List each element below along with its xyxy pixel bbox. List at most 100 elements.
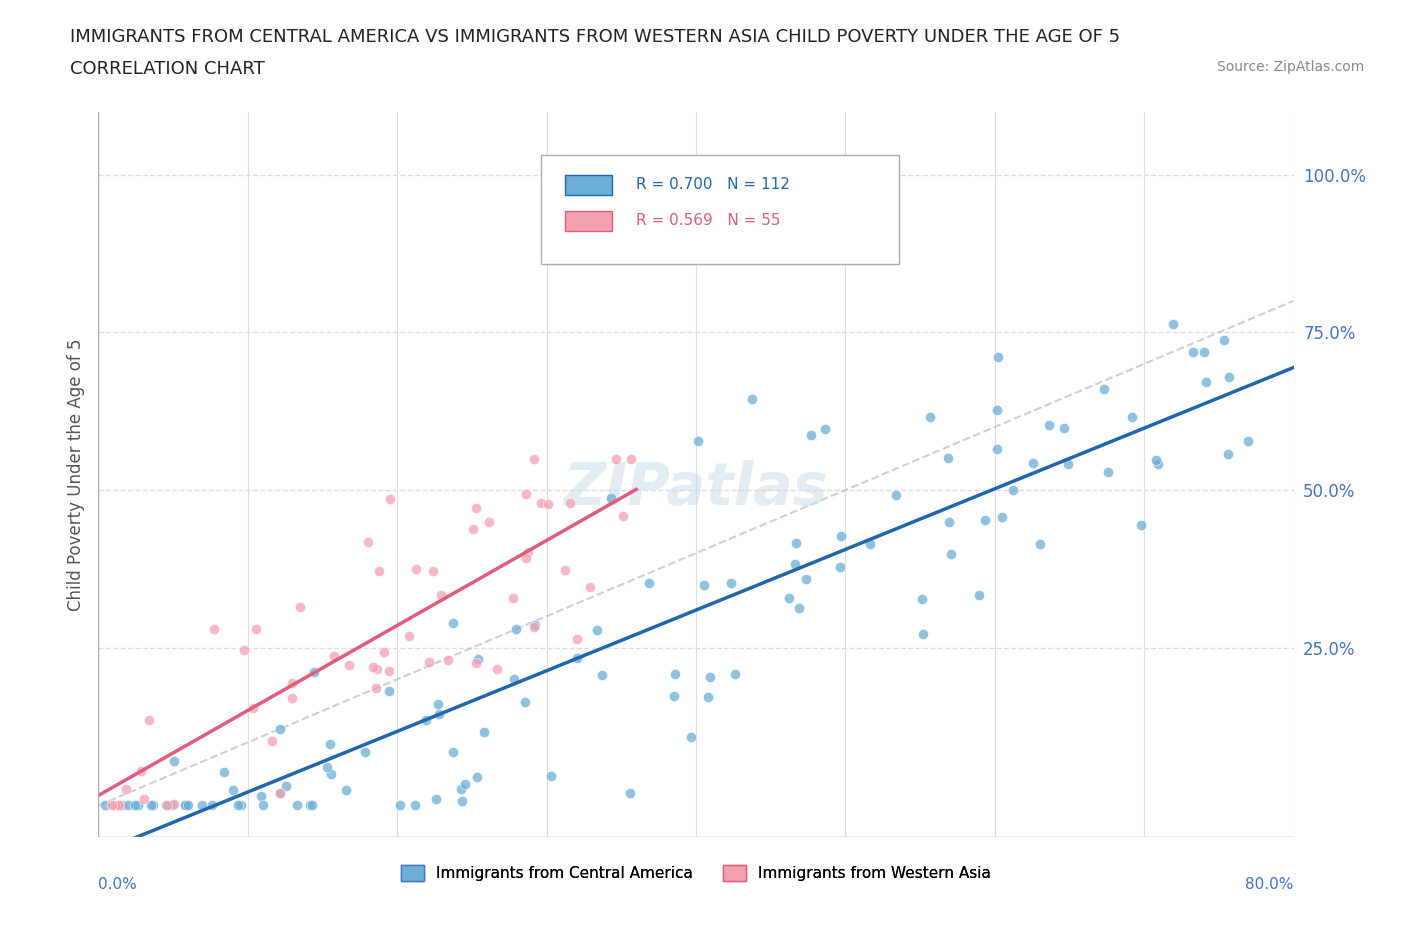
Point xyxy=(301,798,323,813)
Point xyxy=(405,562,427,577)
Point xyxy=(250,789,273,804)
Point xyxy=(269,722,291,737)
Point xyxy=(357,535,380,550)
Point xyxy=(335,782,357,797)
Point xyxy=(269,785,291,800)
Point xyxy=(1002,483,1025,498)
Point xyxy=(787,601,810,616)
Point xyxy=(1192,344,1215,359)
Point xyxy=(425,791,447,806)
Point xyxy=(540,768,562,783)
Point xyxy=(1218,370,1240,385)
Point xyxy=(364,681,387,696)
Point xyxy=(319,737,342,751)
Point xyxy=(1057,457,1080,472)
Point xyxy=(796,572,818,587)
Point xyxy=(664,667,686,682)
Point xyxy=(212,764,235,779)
Point xyxy=(565,651,588,666)
Point xyxy=(936,451,959,466)
Point xyxy=(986,403,1008,418)
Point xyxy=(637,575,659,590)
FancyBboxPatch shape xyxy=(565,175,613,195)
Point xyxy=(378,684,401,698)
Point xyxy=(174,798,197,813)
Point xyxy=(686,433,709,448)
Text: R = 0.700   N = 112: R = 0.700 N = 112 xyxy=(637,177,790,192)
Point xyxy=(600,491,623,506)
Point xyxy=(163,754,186,769)
Point xyxy=(363,659,385,674)
Point xyxy=(591,668,613,683)
Point xyxy=(373,644,395,659)
Point xyxy=(285,798,308,813)
Point xyxy=(262,733,284,748)
Point xyxy=(450,794,472,809)
Point xyxy=(127,798,149,813)
Point xyxy=(467,651,489,666)
Point xyxy=(465,500,488,515)
Point xyxy=(912,627,935,642)
Point xyxy=(222,782,245,797)
Point xyxy=(1182,344,1205,359)
Point xyxy=(693,578,716,592)
Point xyxy=(454,777,477,791)
Point xyxy=(366,661,388,676)
Point xyxy=(724,667,747,682)
Point xyxy=(269,786,291,801)
Point xyxy=(612,509,634,524)
Point xyxy=(918,409,941,424)
Point xyxy=(465,769,488,784)
Point xyxy=(1237,433,1260,448)
Point xyxy=(107,798,129,813)
Point xyxy=(554,563,576,578)
Point xyxy=(101,798,124,813)
Point xyxy=(911,591,934,606)
Point xyxy=(315,760,337,775)
Point xyxy=(177,798,200,813)
Point xyxy=(620,451,643,466)
Point xyxy=(720,576,742,591)
Point xyxy=(785,536,807,551)
Point xyxy=(354,744,377,759)
Point xyxy=(117,798,139,813)
Legend: Immigrants from Central America, Immigrants from Western Asia: Immigrants from Central America, Immigra… xyxy=(395,859,997,887)
Y-axis label: Child Poverty Under the Age of 5: Child Poverty Under the Age of 5 xyxy=(66,338,84,611)
Point xyxy=(245,622,267,637)
Point xyxy=(141,798,163,813)
Text: CORRELATION CHART: CORRELATION CHART xyxy=(70,60,266,78)
Point xyxy=(619,786,641,801)
Point xyxy=(1053,420,1076,435)
Text: IMMIGRANTS FROM CENTRAL AMERICA VS IMMIGRANTS FROM WESTERN ASIA CHILD POVERTY UN: IMMIGRANTS FROM CENTRAL AMERICA VS IMMIG… xyxy=(70,28,1121,46)
Point xyxy=(699,669,721,684)
Point xyxy=(281,676,304,691)
Point xyxy=(233,642,256,657)
Point xyxy=(156,798,179,813)
Point xyxy=(1038,418,1060,432)
Text: 0.0%: 0.0% xyxy=(98,877,138,892)
Point xyxy=(422,564,444,578)
Point xyxy=(437,652,460,667)
Point xyxy=(190,798,212,813)
Point xyxy=(173,798,195,813)
Point xyxy=(516,544,538,559)
Text: 80.0%: 80.0% xyxy=(1246,877,1294,892)
Point xyxy=(111,798,134,813)
Point xyxy=(415,712,437,727)
Point xyxy=(800,428,823,443)
Point xyxy=(162,798,184,813)
Point xyxy=(778,591,800,605)
Point xyxy=(814,421,837,436)
Point xyxy=(502,591,524,605)
Point xyxy=(163,797,186,812)
Point xyxy=(828,560,851,575)
Point xyxy=(1121,410,1143,425)
Point xyxy=(560,496,582,511)
FancyBboxPatch shape xyxy=(541,155,900,264)
Point xyxy=(94,798,117,813)
Point xyxy=(830,529,852,544)
Point xyxy=(662,688,685,703)
Point xyxy=(252,798,274,813)
Point xyxy=(463,522,485,537)
Point xyxy=(418,655,440,670)
